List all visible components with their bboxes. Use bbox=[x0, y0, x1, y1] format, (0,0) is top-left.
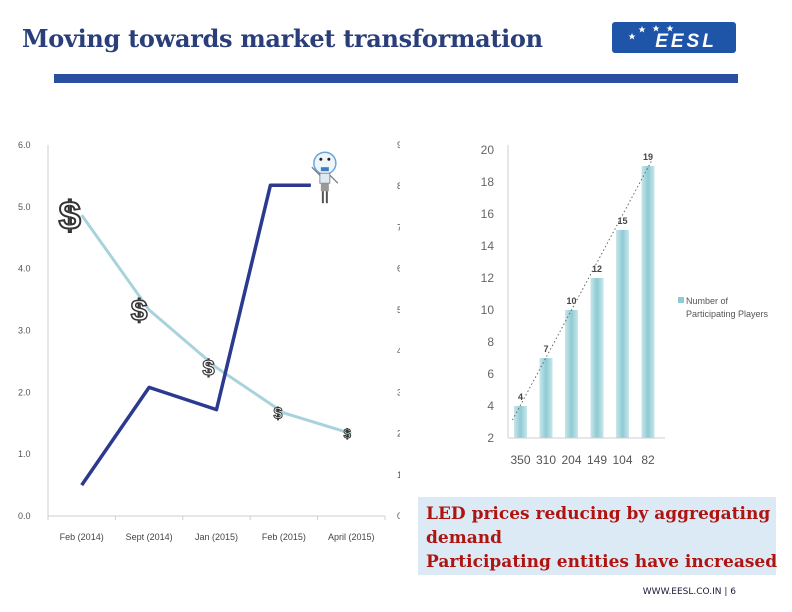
bar-legend-label: Number of bbox=[686, 296, 729, 306]
price-volume-chart: 0.0 1.0 2.0 3.0 4.0 5.0 6.0 0.00 1.00 2.00 3.00 4.… bbox=[18, 140, 400, 542]
left-tick-label: 5.0 bbox=[18, 202, 31, 212]
right-tick-label: 3.00 bbox=[397, 387, 400, 397]
x-tick-label: Sept (2014) bbox=[126, 532, 173, 542]
left-tick-label: 6.0 bbox=[18, 140, 31, 150]
dollar-icon: $ bbox=[344, 426, 352, 441]
right-tick-label: 2.00 bbox=[397, 429, 400, 439]
right-tick-label: 9.00 bbox=[397, 140, 400, 150]
bar-x-tick-label: 310 bbox=[536, 453, 556, 467]
bar-x-tick-label: 149 bbox=[587, 453, 607, 467]
right-tick-label: 5.00 bbox=[397, 305, 400, 315]
participating-players-chart: 2 4 6 8 10 12 14 16 18 20 4 7 10 12 15 19 350 310 204 149… bbox=[481, 143, 769, 467]
bar-y-tick-label: 6 bbox=[487, 367, 494, 381]
bar-y-tick-label: 8 bbox=[487, 335, 494, 349]
bar-y-tick-label: 4 bbox=[487, 399, 494, 413]
right-tick-label: 1.00 bbox=[397, 470, 400, 480]
bar-y-tick-label: 2 bbox=[487, 431, 494, 445]
bar-data-label: 7 bbox=[543, 344, 548, 354]
bar-y-tick-label: 20 bbox=[481, 143, 495, 157]
right-tick-label: 7.00 bbox=[397, 222, 400, 232]
right-tick-label: 8.00 bbox=[397, 181, 400, 191]
right-tick-label: 0.00 bbox=[397, 511, 400, 521]
bar-x-tick-label: 350 bbox=[510, 453, 530, 467]
bar-y-tick-label: 12 bbox=[481, 271, 495, 285]
bar-data-label: 19 bbox=[643, 152, 653, 162]
bar-trendline bbox=[512, 159, 653, 421]
bar bbox=[590, 278, 604, 438]
x-tick-label: Feb (2014) bbox=[60, 532, 104, 542]
price-line bbox=[80, 214, 352, 435]
left-tick-label: 2.0 bbox=[18, 387, 31, 397]
bar bbox=[641, 166, 655, 438]
eesl-logo: EESL bbox=[612, 22, 736, 53]
right-tick-label: 6.00 bbox=[397, 264, 400, 274]
bar-x-tick-label: 204 bbox=[561, 453, 581, 467]
logo-text: EESL bbox=[655, 31, 717, 52]
dollar-icon: $ bbox=[59, 194, 81, 238]
page-title: Moving towards market transformation bbox=[22, 24, 543, 53]
right-tick-label: 4.00 bbox=[397, 346, 400, 356]
left-tick-label: 3.0 bbox=[18, 326, 31, 336]
header-rule bbox=[54, 74, 738, 83]
bar bbox=[616, 230, 629, 438]
volume-line bbox=[80, 183, 311, 487]
dollar-icon: $ bbox=[131, 294, 148, 327]
callout-line-1: LED prices reducing by aggregating bbox=[426, 504, 771, 524]
bar-data-label: 4 bbox=[518, 392, 523, 402]
bar-x-tick-label: 104 bbox=[612, 453, 632, 467]
bar bbox=[514, 406, 527, 438]
bar-y-tick-label: 14 bbox=[481, 239, 495, 253]
x-tick-label: Jan (2015) bbox=[195, 532, 238, 542]
x-tick-label: April (2015) bbox=[328, 532, 375, 542]
left-tick-label: 1.0 bbox=[18, 449, 31, 459]
bar-x-tick-label: 82 bbox=[641, 453, 655, 467]
left-tick-label: 4.0 bbox=[18, 264, 31, 274]
callout-box: LED prices reducing by aggregating deman… bbox=[418, 497, 778, 575]
bar-y-tick-label: 10 bbox=[481, 303, 495, 317]
bar-y-tick-label: 18 bbox=[481, 175, 495, 189]
bar-y-tick-label: 16 bbox=[481, 207, 495, 221]
x-tick-label: Feb (2015) bbox=[262, 532, 306, 542]
bar bbox=[539, 358, 553, 438]
led-bulb-mascot-icon bbox=[311, 151, 339, 204]
dollar-icon: $ bbox=[202, 355, 214, 380]
bar-legend-swatch bbox=[678, 297, 684, 303]
bar-data-label: 15 bbox=[617, 216, 627, 226]
bar bbox=[565, 310, 578, 438]
bar-legend-label: Participating Players bbox=[686, 309, 769, 319]
callout-line-2: demand bbox=[426, 528, 502, 548]
left-tick-label: 0.0 bbox=[18, 511, 31, 521]
bar-data-label: 12 bbox=[592, 264, 602, 274]
footer-url: WWW.EESL.CO.IN | 6 bbox=[642, 587, 736, 597]
dollar-icon: $ bbox=[273, 406, 282, 423]
callout-line-3: Participating entities have increased bbox=[426, 552, 778, 572]
bar-data-label: 10 bbox=[566, 296, 576, 306]
